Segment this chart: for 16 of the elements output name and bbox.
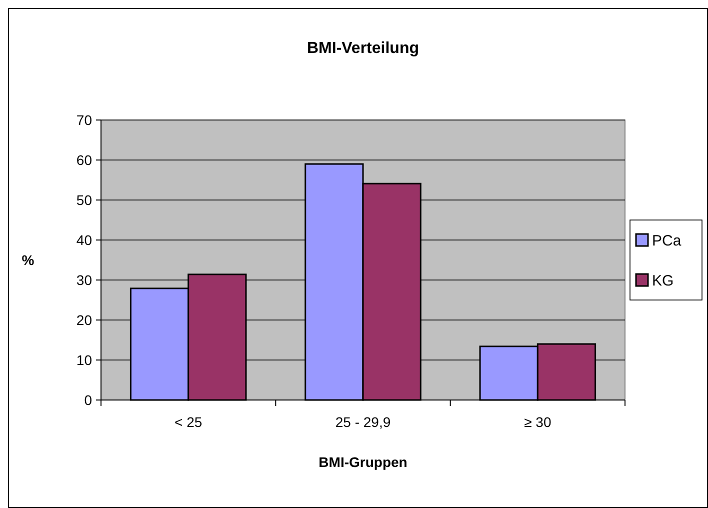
y-tick-label: 10	[76, 352, 92, 368]
x-tick-label: 25 - 29,9	[335, 414, 391, 430]
x-tick-label: < 25	[174, 414, 202, 430]
y-axis-title: %	[22, 252, 35, 268]
x-axis-title: BMI-Gruppen	[318, 454, 408, 470]
y-tick-label: 50	[76, 192, 92, 208]
y-tick-label: 40	[76, 232, 92, 248]
legend-label: PCa	[652, 232, 682, 250]
chart-title: BMI-Verteilung	[306, 40, 420, 57]
y-tick-label: 60	[76, 152, 92, 168]
x-tick-label: ≥ 30	[524, 414, 552, 430]
y-tick-label: 0	[84, 392, 92, 408]
legend-label: KG	[652, 272, 674, 290]
y-tick-label: 20	[76, 312, 92, 328]
y-tick-label: 30	[76, 272, 92, 288]
y-tick-label: 70	[76, 112, 92, 128]
